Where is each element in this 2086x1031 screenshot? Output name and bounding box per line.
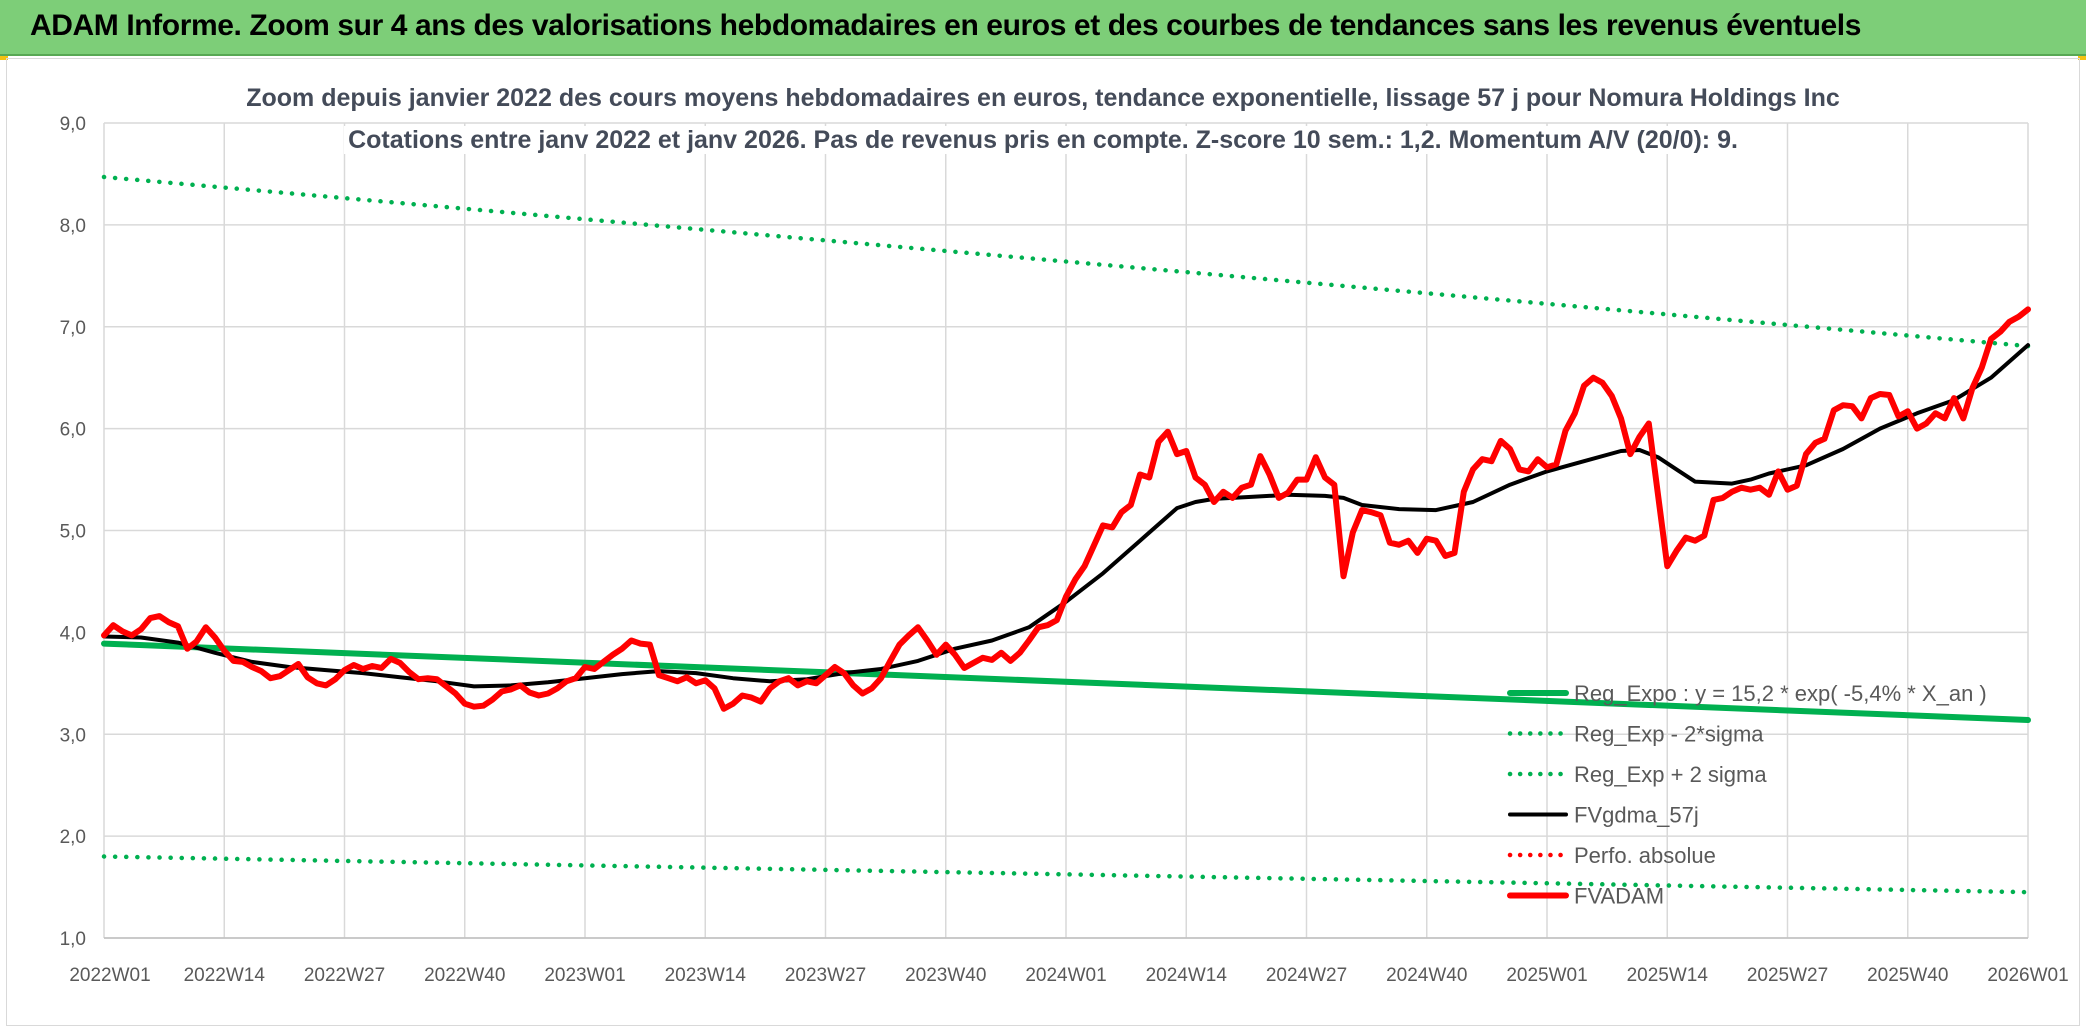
grid-lines <box>103 122 2029 939</box>
x-tick-label: 2024W01 <box>1025 965 1106 986</box>
series-line-2 <box>101 174 2031 349</box>
axis-labels: 1,0 2,0 3,0 4,0 5,0 6,0 7,0 8,0 9,0 2022W01 2022W1… <box>60 114 2069 986</box>
corner-accent-right <box>2078 56 2086 60</box>
x-tick-label: 2024W40 <box>1386 965 1467 986</box>
report-banner: ADAM Informe. Zoom sur 4 ans des valoris… <box>0 0 2086 56</box>
x-tick-label: 2023W27 <box>785 965 866 986</box>
legend-label-5: FVADAM <box>1574 884 1664 909</box>
chart-title-line-2-text: Cotations entre janv 2022 et janv 2026. … <box>344 126 1742 154</box>
corner-accent-left <box>0 56 8 60</box>
y-tick-label: 2,0 <box>60 827 86 848</box>
x-tick-label: 2022W27 <box>304 965 385 986</box>
x-tick-label: 2022W14 <box>184 965 266 986</box>
y-tick-label: 3,0 <box>60 725 86 746</box>
x-tick-label: 2022W40 <box>424 965 505 986</box>
chart-title-line-2: Cotations entre janv 2022 et janv 2026. … <box>0 126 2086 155</box>
chart-title-line-1: Zoom depuis janvier 2022 des cours moyen… <box>0 84 2086 113</box>
legend-label-4: Perfo. absolue <box>1574 843 1716 868</box>
x-tick-label: 2025W27 <box>1747 965 1828 986</box>
y-tick-label: 9,0 <box>60 114 86 135</box>
chart-title-line-1-text: Zoom depuis janvier 2022 des cours moyen… <box>242 84 1844 112</box>
series-line-0 <box>101 640 2031 723</box>
x-tick-label: 2024W14 <box>1146 965 1228 986</box>
series-line-1 <box>101 854 2031 895</box>
report-title: ADAM Informe. Zoom sur 4 ans des valoris… <box>30 9 1862 42</box>
x-tick-label: 2022W01 <box>69 965 150 986</box>
series-line-3 <box>102 343 2030 689</box>
y-tick-label: 6,0 <box>60 420 86 441</box>
y-tick-label: 5,0 <box>60 522 86 543</box>
y-tick-label: 1,0 <box>60 929 86 950</box>
legend-label-2: Reg_Exp + 2 sigma <box>1574 762 1767 787</box>
y-tick-label: 7,0 <box>60 318 86 339</box>
x-tick-label: 2025W14 <box>1627 965 1709 986</box>
series-lines <box>101 174 2031 895</box>
y-tick-label: 4,0 <box>60 623 86 644</box>
legend-label-0: Reg_Expo : y = 15,2 * exp( -5,4% * X_an … <box>1574 681 1987 706</box>
x-tick-label: 2025W40 <box>1867 965 1948 986</box>
x-tick-label: 2023W14 <box>665 965 747 986</box>
x-tick-label: 2026W01 <box>1987 965 2068 986</box>
x-tick-label: 2023W01 <box>544 965 625 986</box>
legend-label-1: Reg_Exp - 2*sigma <box>1574 722 1764 747</box>
legend-label-3: FVgdma_57j <box>1574 803 1699 828</box>
chart-frame <box>6 58 2080 1026</box>
y-tick-label: 8,0 <box>60 216 86 237</box>
legend: Reg_Expo : y = 15,2 * exp( -5,4% * X_an … <box>1507 681 1987 909</box>
x-tick-label: 2023W40 <box>905 965 986 986</box>
x-tick-label: 2025W01 <box>1506 965 1587 986</box>
x-tick-label: 2024W27 <box>1266 965 1347 986</box>
series-line-5 <box>101 306 2031 712</box>
